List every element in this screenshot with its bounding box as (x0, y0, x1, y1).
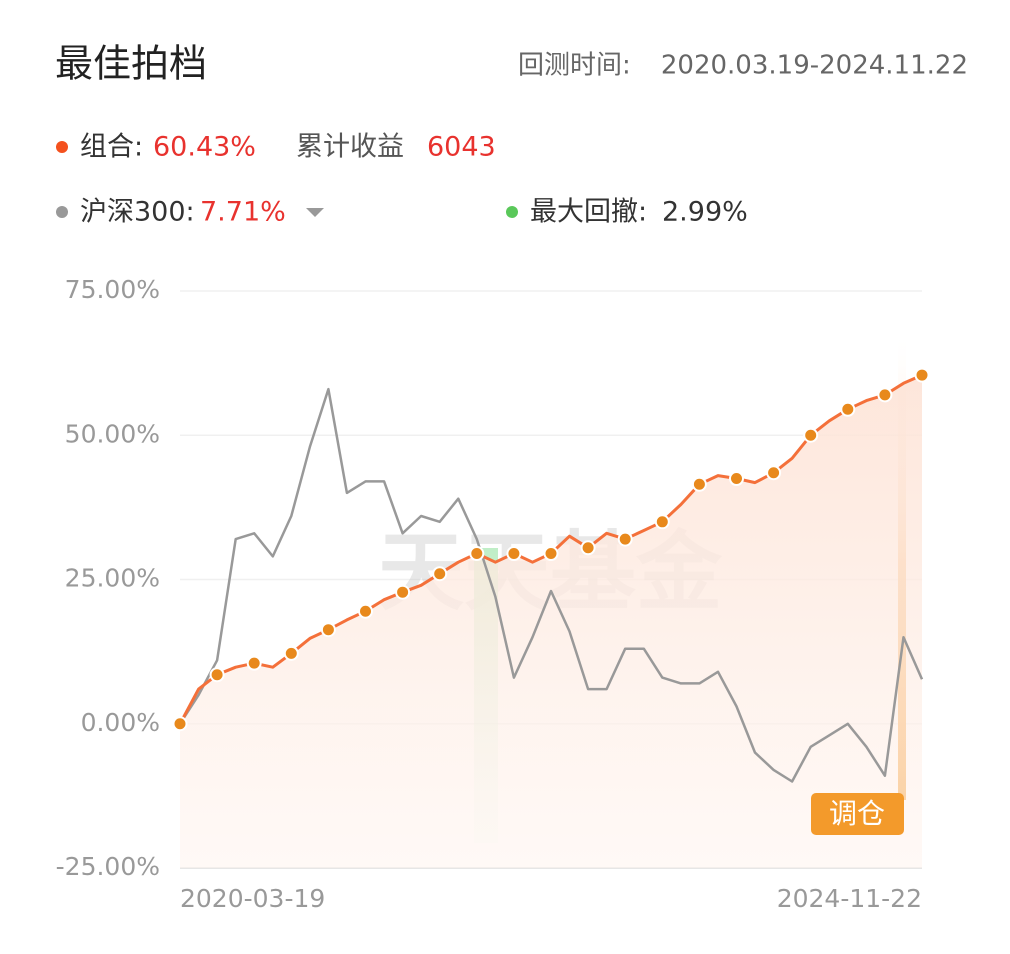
legend-value: 60.43% (153, 132, 256, 163)
legend-value: 6043 (427, 132, 496, 163)
legend-label: 累计收益 (296, 132, 404, 163)
y-tick-label: 75.00% (65, 275, 160, 304)
area (180, 375, 922, 868)
y-tick-label: 50.00% (65, 419, 160, 448)
rebalance-point (617, 531, 633, 547)
plot: -25.00% 0.00% 25.00% 50.00% 75.00% 2020-03-19… (56, 275, 930, 913)
rebalance-point (729, 471, 744, 487)
rebalance-point (209, 667, 225, 683)
rebalance-point (283, 645, 299, 661)
rebalance-point (543, 546, 559, 562)
y-tick-label: 25.00% (65, 564, 160, 593)
rebalance-point (803, 427, 819, 443)
period: 2020.03.19-2024.11.22 (661, 51, 968, 81)
title: 最佳拍档 (55, 42, 207, 86)
rebalance-point (766, 465, 782, 481)
rebalance-point (358, 603, 373, 619)
rebalance-point (840, 401, 856, 417)
rebalance-point (172, 716, 188, 732)
rebalance-point (914, 367, 930, 383)
rebalance-point (877, 387, 893, 403)
x-tick-label: 2024-11-22 (777, 884, 922, 913)
period-label: 回测时间: (518, 51, 631, 81)
y-tick-label: -25.00% (56, 852, 160, 881)
series-line (178, 387, 924, 783)
rebalance-point (580, 540, 596, 556)
y-tick-label: 0.00% (81, 708, 160, 737)
legend-value: 2.99% (662, 197, 748, 228)
legend-value: 7.71% (200, 197, 286, 228)
legend-dot (56, 141, 68, 153)
legend-dot (506, 206, 518, 218)
rebalance-point (691, 476, 707, 492)
legend-label: 组合: (80, 132, 143, 163)
legend-label: 沪深300: (80, 197, 195, 228)
badge: 调仓 (829, 797, 885, 830)
legend-label: 最大回撤: (530, 197, 647, 228)
badge-bg (811, 793, 904, 835)
rebalance-point (395, 584, 411, 600)
rebalance-point (469, 546, 485, 562)
dropdown-arrow[interactable] (306, 208, 324, 217)
rebalance-point (246, 655, 262, 671)
rebalance-point (432, 566, 448, 582)
rebalance-point (506, 546, 522, 562)
legend-dot (56, 206, 68, 218)
rebalance-point (654, 514, 670, 530)
x-tick-label: 2020-03-19 (180, 884, 325, 913)
rebalance-point (320, 622, 336, 638)
